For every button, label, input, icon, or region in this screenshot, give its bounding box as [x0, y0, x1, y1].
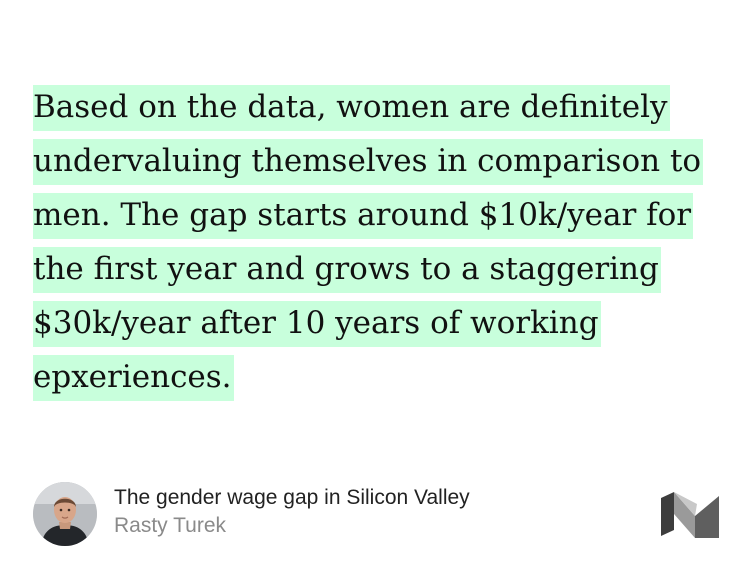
quote-line-text: undervaluing themselves in comparison to [33, 139, 704, 185]
article-title-link[interactable]: The gender wage gap in Silicon Valley [114, 486, 470, 509]
quote-line-text: the first year and grows to a staggering [33, 247, 661, 293]
quote-line-text: epxeriences. [33, 355, 234, 401]
article-meta: The gender wage gap in Silicon Valley Ra… [114, 484, 470, 540]
quote-line-3: men. The gap starts around $10k/year for [33, 188, 733, 242]
quote-line-1: Based on the data, women are definitely [33, 80, 733, 134]
quote-line-text: men. The gap starts around $10k/year for [33, 193, 694, 239]
medium-logo-icon[interactable] [661, 490, 719, 540]
author-name-link[interactable]: Rasty Turek [114, 514, 227, 537]
quote-line-2: undervaluing themselves in comparison to [33, 134, 733, 188]
highlighted-quote: Based on the data, women are definitely … [33, 80, 733, 404]
article-attribution: The gender wage gap in Silicon Valley Ra… [33, 482, 723, 546]
quote-line-4: the first year and grows to a staggering [33, 242, 733, 296]
quote-line-text: Based on the data, women are definitely [33, 85, 670, 131]
person-icon [33, 482, 97, 546]
quote-line-text: $30k/year after 10 years of working [33, 301, 601, 347]
author-avatar[interactable] [33, 482, 97, 546]
quote-line-6: epxeriences. [33, 350, 733, 404]
quote-line-5: $30k/year after 10 years of working [33, 296, 733, 350]
